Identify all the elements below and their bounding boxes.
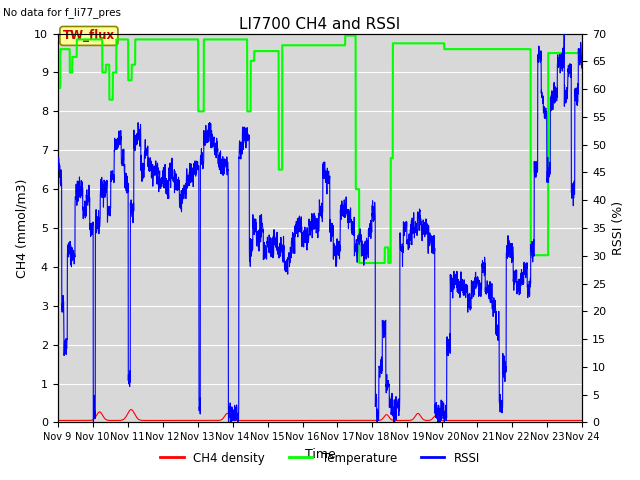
Y-axis label: RSSI (%): RSSI (%) (612, 201, 625, 255)
Title: LI7700 CH4 and RSSI: LI7700 CH4 and RSSI (239, 17, 401, 33)
X-axis label: Time: Time (305, 448, 335, 461)
Text: TW_flux: TW_flux (63, 29, 115, 42)
Y-axis label: CH4 (mmol/m3): CH4 (mmol/m3) (15, 178, 28, 278)
Text: No data for f_li77_pres: No data for f_li77_pres (3, 7, 121, 18)
Legend: CH4 density, Temperature, RSSI: CH4 density, Temperature, RSSI (156, 447, 484, 469)
